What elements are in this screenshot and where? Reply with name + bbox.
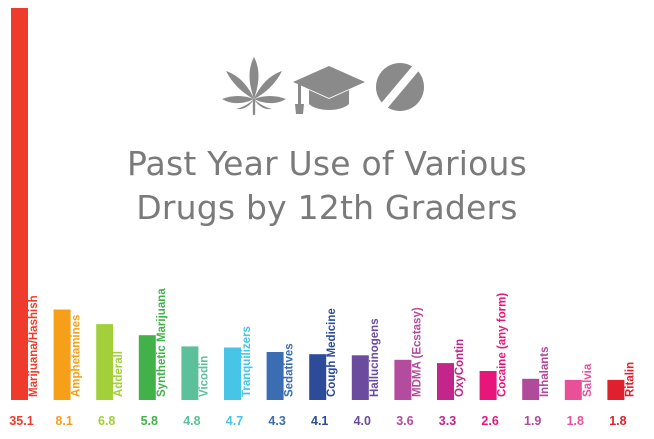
category-label-7: Cough Medicine bbox=[326, 308, 338, 397]
bar-6 bbox=[266, 352, 284, 400]
category-label-0: Marijuana/Hashish bbox=[28, 295, 40, 397]
value-label-8: 4.0 bbox=[354, 414, 371, 428]
bar-0 bbox=[11, 8, 28, 400]
category-label-4: Vicodin bbox=[198, 356, 210, 397]
category-label-2: Adderall bbox=[113, 351, 125, 397]
bar-9 bbox=[394, 359, 412, 400]
chart-title-line-2: Drugs by 12th Graders bbox=[136, 188, 518, 227]
icon-row bbox=[218, 54, 438, 118]
category-label-8: Hallucinogens bbox=[369, 318, 381, 397]
value-label-12: 1.9 bbox=[524, 414, 541, 428]
bar-7 bbox=[309, 354, 327, 400]
value-label-7: 4.1 bbox=[311, 414, 328, 428]
bar-3 bbox=[138, 335, 156, 400]
value-label-14: 1.8 bbox=[609, 414, 626, 428]
value-label-2: 6.8 bbox=[98, 414, 115, 428]
category-label-3: Synthetic Marijuana bbox=[156, 288, 168, 397]
pill-icon bbox=[376, 63, 424, 111]
category-label-10: OxyContin bbox=[454, 339, 466, 397]
value-label-9: 3.6 bbox=[396, 414, 413, 428]
value-label-4: 4.8 bbox=[183, 414, 200, 428]
bar-13 bbox=[564, 379, 582, 400]
category-label-11: Cocaine (any form) bbox=[497, 293, 509, 397]
bar-1 bbox=[53, 309, 71, 400]
value-label-5: 4.7 bbox=[226, 414, 243, 428]
category-label-6: Sedatives bbox=[284, 343, 296, 397]
value-label-0: 35.1 bbox=[9, 414, 33, 428]
bar-10 bbox=[437, 363, 454, 400]
graduation-cap-icon bbox=[293, 66, 365, 114]
bar-14 bbox=[607, 379, 625, 400]
value-label-1: 8.1 bbox=[55, 414, 72, 428]
category-label-14: Ritalin bbox=[624, 362, 636, 397]
chart-title-line-1: Past Year Use of Various bbox=[126, 144, 528, 183]
value-label-13: 1.8 bbox=[567, 414, 584, 428]
category-label-5: Tranquilizers bbox=[241, 326, 253, 397]
category-label-13: Salvia bbox=[582, 363, 594, 397]
bar-8 bbox=[351, 355, 369, 400]
cannabis-leaf-icon bbox=[222, 57, 286, 115]
value-label-6: 4.3 bbox=[268, 414, 285, 428]
value-label-3: 5.8 bbox=[141, 414, 158, 428]
value-label-11: 2.6 bbox=[481, 414, 498, 428]
bar-4 bbox=[181, 346, 199, 400]
bar-5 bbox=[224, 347, 241, 400]
category-label-1: Amphetamines bbox=[71, 315, 83, 397]
category-label-9: MDMA (Ecstasy) bbox=[411, 307, 423, 397]
bar-11 bbox=[479, 371, 497, 400]
category-label-12: Inhalants bbox=[539, 347, 551, 397]
value-label-10: 3.3 bbox=[439, 414, 456, 428]
bar-12 bbox=[522, 378, 540, 400]
bar-2 bbox=[96, 324, 114, 400]
